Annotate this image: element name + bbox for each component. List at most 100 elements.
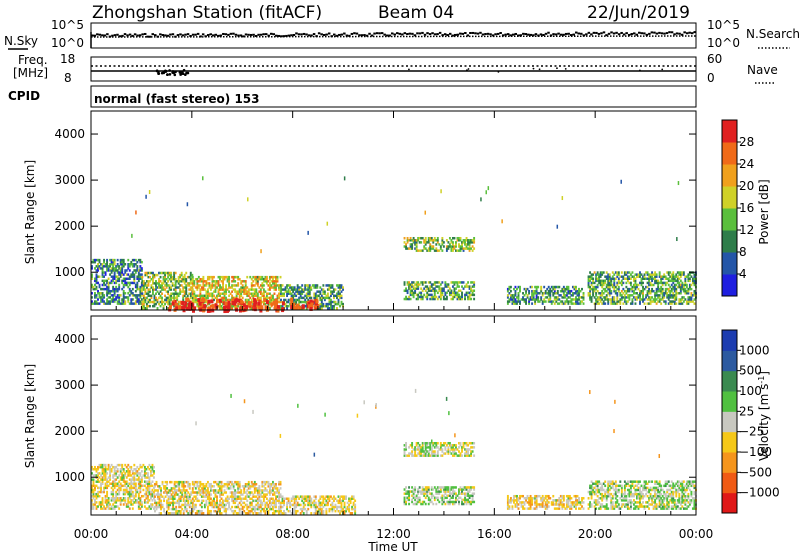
power-cell [258,296,261,300]
velocity-cell [348,509,351,513]
velocity-cell [106,490,109,494]
power-cell [145,273,148,277]
power-cell [209,304,212,308]
velocity-cell [179,505,182,509]
power-cell [690,298,693,301]
power-cell [256,294,259,298]
noise-sky-point [544,32,548,35]
power-cell [107,269,110,272]
power-cell [421,236,424,240]
velocity-cell [296,503,299,507]
power-strong-cell [272,300,276,305]
power-cell [673,300,676,303]
noise-sky-point [454,33,457,36]
power-cell [575,289,577,293]
velocity-cell [314,509,317,513]
velocity-cell [225,499,228,503]
power-cell [415,245,418,248]
velocity-cell [314,505,317,509]
noise-sky-point [484,33,487,36]
power-cell [268,300,271,304]
power-cell [142,286,145,289]
power-cell [690,300,693,303]
power-cell [261,275,264,279]
velocity-cell [184,495,187,498]
velocity-cell [149,492,152,496]
power-cell [519,300,521,303]
power-cell [617,300,620,303]
velocity-cell [219,503,221,507]
power-cell [649,281,652,285]
power-cell [473,293,476,297]
power-cell [465,239,468,242]
velocity-cell [134,494,137,498]
power-cell [131,292,134,295]
power-cell [626,271,629,274]
power-cell [599,281,602,285]
power-strong-cell [197,298,201,303]
velocity-cell [100,501,102,504]
velocity-cell [107,505,110,508]
velocity-cell [295,512,298,515]
power-cell [617,277,620,280]
power-cell [271,286,274,289]
velocity-cell [146,488,149,492]
power-cell [287,298,290,302]
velocity-cell [178,512,181,515]
power-cell [427,281,430,284]
power-isolated-echo [247,197,249,202]
velocity-cell [112,474,115,477]
power-cell [130,289,133,293]
velocity-cell [351,505,354,509]
velocity-cell [342,499,344,503]
power-cell [660,289,663,293]
power-cell [205,280,208,283]
velocity-cell [119,484,122,488]
power-cell [200,277,203,281]
velocity-cell [310,501,313,505]
velocity-cell [134,484,137,488]
velocity-cell [310,512,313,515]
power-cell [639,273,641,276]
velocity-cell [199,503,202,507]
velocity-cell [143,468,146,471]
power-cell [167,290,170,293]
power-strong-cell [188,300,192,305]
velocity-cell [121,474,124,477]
velocity-cell [270,503,273,507]
power-cell [424,236,427,240]
power-cell [104,271,107,274]
velocity-cell [143,470,146,473]
power-cell [564,287,567,291]
power-cell [185,280,188,283]
power-cell [305,294,308,298]
power-cell [601,289,604,293]
power-cell [693,292,696,295]
noise-sky-point [161,34,165,37]
velocity-cell [232,487,235,490]
power-cell [197,286,200,289]
power-cell [145,271,148,275]
power-cell [447,289,450,292]
velocity-cell [279,480,282,484]
power-cell [193,292,196,295]
velocity-cell [220,501,223,505]
power-cell [98,296,101,299]
velocity-cell [238,480,241,484]
velocity-cell [203,503,206,507]
power-cell [329,304,332,308]
power-cell [222,277,224,281]
velocity-cell [211,505,214,509]
velocity-cell [333,499,335,503]
velocity-cell [191,480,194,484]
velocity-cell [113,474,116,477]
power-cell [116,275,119,278]
velocity-cell [217,507,220,511]
velocity-cell [127,492,130,496]
power-strong-cell [258,300,262,305]
velocity-cell [296,509,299,513]
power-cell [441,289,444,292]
power-cell [676,271,679,274]
power-cell [112,265,115,268]
velocity-cell [293,512,296,515]
